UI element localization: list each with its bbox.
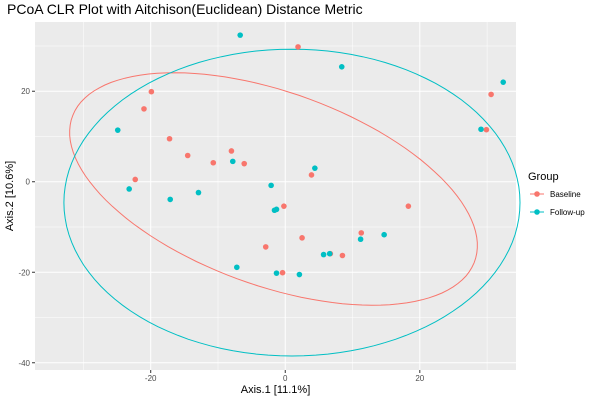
point-baseline xyxy=(281,203,287,209)
point-follow-up xyxy=(268,182,274,189)
ellipse-baseline xyxy=(69,72,478,306)
y-axis-ticks: -40 -20 0 20 xyxy=(18,87,35,368)
x-tick-label: -20 xyxy=(145,374,157,383)
y-axis-title: Axis.2 [10.6%] xyxy=(4,161,16,231)
y-tick-label: -40 xyxy=(18,359,30,368)
point-follow-up xyxy=(478,126,484,133)
point-follow-up xyxy=(381,231,387,238)
point-baseline xyxy=(148,88,155,95)
point-follow-up xyxy=(357,236,364,243)
point-follow-up xyxy=(312,165,318,171)
point-follow-up xyxy=(326,250,333,257)
point-baseline xyxy=(308,172,315,178)
point-follow-up xyxy=(114,127,121,133)
legend: Group Baseline Follow-up xyxy=(528,171,585,217)
point-baseline xyxy=(241,160,248,167)
point-follow-up xyxy=(237,32,243,38)
point-baseline xyxy=(295,44,301,50)
point-follow-up xyxy=(320,251,327,258)
point-baseline xyxy=(210,159,217,166)
ellipse-follow-up xyxy=(63,48,521,357)
x-tick-label: 0 xyxy=(283,374,288,383)
minor-gridlines xyxy=(35,22,516,370)
point-baseline xyxy=(184,152,191,159)
x-tick-label: 20 xyxy=(415,374,424,383)
point-baseline xyxy=(279,269,286,276)
point-baseline xyxy=(339,252,346,259)
point-baseline xyxy=(228,148,235,154)
legend-key-point xyxy=(534,191,540,197)
point-follow-up xyxy=(273,270,280,276)
point-baseline xyxy=(299,235,305,241)
point-follow-up xyxy=(273,206,280,213)
chart-title: PCoA CLR Plot with Aitchison(Euclidean) … xyxy=(7,1,363,17)
point-baseline xyxy=(405,203,412,209)
y-tick-label: 0 xyxy=(26,178,31,187)
point-baseline xyxy=(141,106,147,112)
point-follow-up xyxy=(500,79,507,85)
point-baseline xyxy=(262,244,269,250)
legend-key-point xyxy=(534,209,540,215)
confidence-ellipses xyxy=(63,48,521,357)
point-baseline xyxy=(358,230,365,236)
point-follow-up xyxy=(296,271,303,278)
x-axis-title: Axis.1 [11.1%] xyxy=(241,384,311,396)
legend-label: Baseline xyxy=(550,190,581,199)
point-follow-up xyxy=(195,189,202,196)
point-follow-up xyxy=(229,158,236,165)
legend-label: Follow-up xyxy=(550,208,585,217)
y-tick-label: 20 xyxy=(21,87,30,96)
y-tick-label: -20 xyxy=(18,268,30,277)
point-follow-up xyxy=(167,196,174,203)
x-axis-ticks: -20 0 20 xyxy=(145,370,425,383)
plot-panel xyxy=(35,22,516,370)
data-points xyxy=(114,32,507,278)
point-baseline xyxy=(488,91,494,98)
legend-title: Group xyxy=(528,171,559,183)
point-baseline xyxy=(132,176,139,183)
point-baseline xyxy=(483,126,490,133)
point-follow-up xyxy=(338,64,345,70)
point-follow-up xyxy=(126,186,132,192)
point-baseline xyxy=(166,135,173,142)
point-follow-up xyxy=(234,264,240,271)
